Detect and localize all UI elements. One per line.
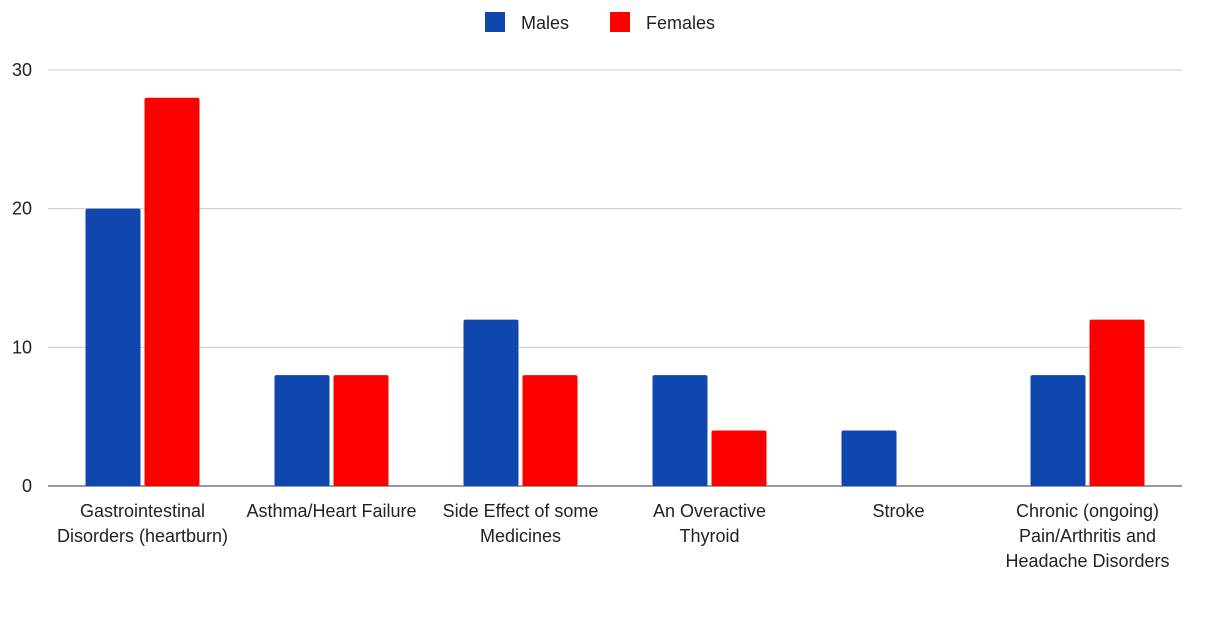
x-tick-label: Chronic (ongoing) Pain/Arthritis and Heada… bbox=[1005, 501, 1169, 571]
legend-swatch bbox=[485, 12, 505, 32]
legend-swatch bbox=[610, 12, 630, 32]
y-tick-label: 0 bbox=[22, 476, 32, 496]
bar bbox=[144, 97, 200, 486]
bar bbox=[841, 430, 897, 486]
bar bbox=[85, 208, 141, 486]
bar bbox=[463, 319, 519, 486]
bar bbox=[522, 375, 578, 486]
bar bbox=[1089, 319, 1145, 486]
bar bbox=[711, 430, 767, 486]
x-tick-label: Asthma/Heart Failure bbox=[246, 501, 416, 521]
bar bbox=[333, 375, 389, 486]
bar bbox=[1030, 375, 1086, 486]
legend-label: Females bbox=[646, 13, 715, 33]
x-tick-label: Side Effect of some Medicines bbox=[443, 501, 599, 546]
x-tick-label: Gastrointestinal Disorders (heartburn) bbox=[57, 501, 228, 546]
bar bbox=[274, 375, 330, 486]
bar bbox=[652, 375, 708, 486]
x-tick-label: An Overactive Thyroid bbox=[653, 501, 766, 546]
y-tick-label: 30 bbox=[12, 60, 32, 80]
y-tick-label: 20 bbox=[12, 199, 32, 219]
y-tick-label: 10 bbox=[12, 337, 32, 357]
x-tick-label: Stroke bbox=[872, 501, 924, 521]
legend-label: Males bbox=[521, 13, 569, 33]
